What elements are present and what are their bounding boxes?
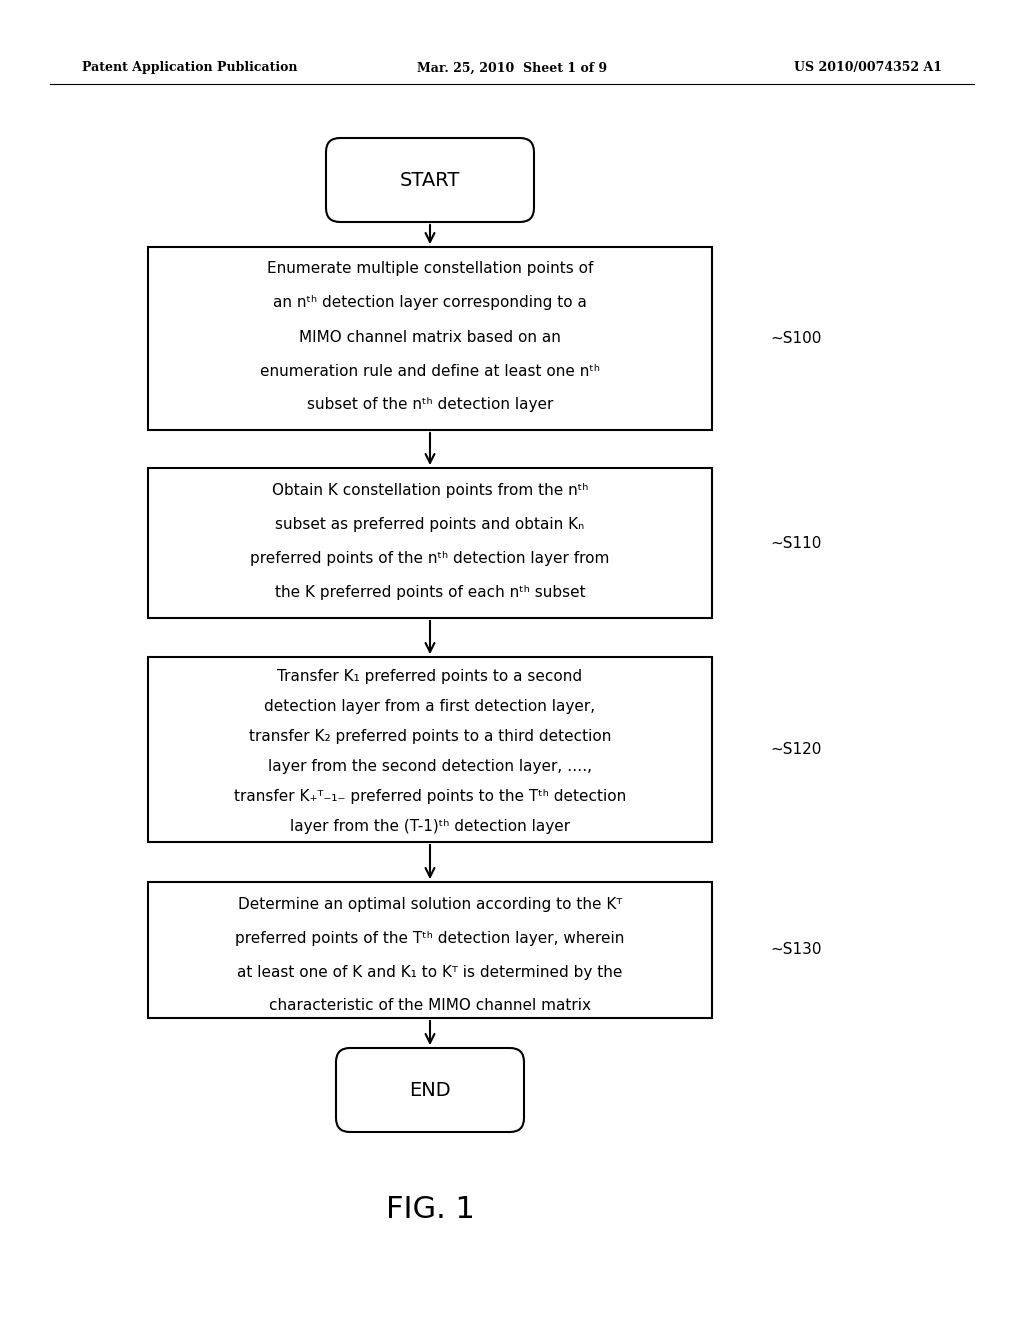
Text: an nᵗʰ detection layer corresponding to a: an nᵗʰ detection layer corresponding to … xyxy=(273,296,587,310)
Bar xyxy=(148,657,712,842)
Text: subset as preferred points and obtain Kₙ: subset as preferred points and obtain Kₙ xyxy=(275,516,585,532)
Text: Patent Application Publication: Patent Application Publication xyxy=(82,62,298,74)
Text: FIG. 1: FIG. 1 xyxy=(386,1196,474,1225)
FancyBboxPatch shape xyxy=(336,1048,524,1133)
Bar xyxy=(148,247,712,430)
Text: ~S100: ~S100 xyxy=(770,331,821,346)
FancyBboxPatch shape xyxy=(326,139,534,222)
Text: END: END xyxy=(410,1081,451,1100)
Text: preferred points of the Tᵗʰ detection layer, wherein: preferred points of the Tᵗʰ detection la… xyxy=(236,931,625,945)
Text: detection layer from a first detection layer,: detection layer from a first detection l… xyxy=(264,700,596,714)
Bar xyxy=(148,469,712,618)
Text: characteristic of the MIMO channel matrix: characteristic of the MIMO channel matri… xyxy=(269,998,591,1014)
Text: layer from the (T-1)ᵗʰ detection layer: layer from the (T-1)ᵗʰ detection layer xyxy=(290,820,570,834)
Text: transfer K₂ preferred points to a third detection: transfer K₂ preferred points to a third … xyxy=(249,730,611,744)
Text: transfer K₊ᵀ₋₁₋ preferred points to the Tᵗʰ detection: transfer K₊ᵀ₋₁₋ preferred points to the … xyxy=(233,789,626,804)
Text: ~S110: ~S110 xyxy=(770,536,821,550)
Text: Obtain K constellation points from the nᵗʰ: Obtain K constellation points from the n… xyxy=(271,483,588,498)
Text: the K preferred points of each nᵗʰ subset: the K preferred points of each nᵗʰ subse… xyxy=(274,585,586,599)
Text: ~S130: ~S130 xyxy=(770,942,821,957)
Text: MIMO channel matrix based on an: MIMO channel matrix based on an xyxy=(299,330,561,345)
Text: ~S120: ~S120 xyxy=(770,742,821,756)
Text: subset of the nᵗʰ detection layer: subset of the nᵗʰ detection layer xyxy=(307,397,553,412)
Bar xyxy=(148,882,712,1018)
Text: Determine an optimal solution according to the Kᵀ: Determine an optimal solution according … xyxy=(238,896,623,912)
Text: Enumerate multiple constellation points of: Enumerate multiple constellation points … xyxy=(267,261,593,276)
Text: US 2010/0074352 A1: US 2010/0074352 A1 xyxy=(794,62,942,74)
Text: enumeration rule and define at least one nᵗʰ: enumeration rule and define at least one… xyxy=(260,363,600,379)
Text: START: START xyxy=(399,170,460,190)
Text: Mar. 25, 2010  Sheet 1 of 9: Mar. 25, 2010 Sheet 1 of 9 xyxy=(417,62,607,74)
Text: at least one of K and K₁ to Kᵀ is determined by the: at least one of K and K₁ to Kᵀ is determ… xyxy=(238,965,623,979)
Text: Transfer K₁ preferred points to a second: Transfer K₁ preferred points to a second xyxy=(278,669,583,685)
Text: layer from the second detection layer, ….,: layer from the second detection layer, …… xyxy=(268,759,592,775)
Text: preferred points of the nᵗʰ detection layer from: preferred points of the nᵗʰ detection la… xyxy=(250,550,609,565)
